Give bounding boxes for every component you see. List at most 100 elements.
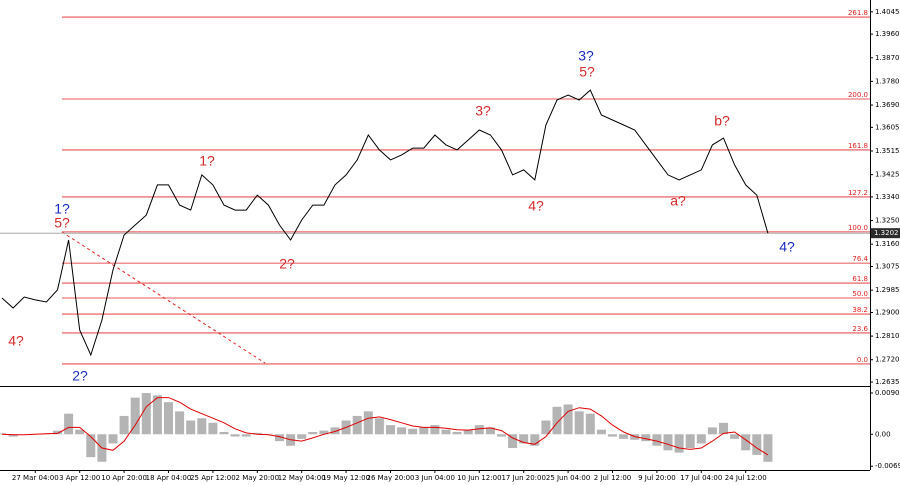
x-tick-label: 26 May 20:00 [366, 474, 414, 482]
histogram-bar [130, 397, 140, 435]
histogram-bar [175, 411, 185, 435]
wave-label: 4? [528, 198, 544, 214]
histogram-bar [552, 406, 562, 435]
x-tick-label: 3 Jun 04:00 [415, 474, 455, 482]
signal-line [1, 397, 769, 456]
histogram-bar [352, 415, 362, 435]
histogram-bar [596, 429, 606, 435]
y-tick-label: 1.2900 [875, 308, 900, 316]
histogram-bar [530, 434, 540, 446]
histogram-bar [696, 434, 706, 444]
x-tick-label: 2 May 20:00 [236, 474, 280, 482]
histogram-bar [297, 434, 307, 439]
histogram-bar [574, 411, 584, 435]
histogram-bar [308, 431, 318, 435]
wave-label: 3? [578, 48, 594, 64]
wave-label: 3? [475, 103, 491, 119]
histogram-bar [164, 402, 173, 435]
x-tick-label: 2 Jul 12:00 [594, 474, 632, 482]
wave-label: 2? [279, 256, 295, 272]
histogram-bar [519, 434, 529, 444]
y-tick-label: 1.2810 [875, 332, 900, 340]
y-tick-label: 1.2635 [875, 378, 900, 386]
y-tick-label: 1.3605 [875, 123, 900, 131]
y-tick-label: 1.3075 [875, 263, 900, 271]
fib-label: 76.4 [852, 255, 868, 263]
histogram-bar [8, 434, 18, 437]
histogram-bar [652, 434, 662, 446]
histogram-bar [474, 425, 484, 435]
fib-label: 100.0 [848, 224, 868, 232]
y-tick-label: 0.00 [875, 430, 891, 438]
histogram-bar [763, 434, 773, 462]
histogram-bar [707, 427, 717, 435]
x-tick-label: 10 Apr 20:00 [101, 474, 147, 482]
histogram-bar [685, 434, 695, 449]
histogram-bar [752, 434, 762, 455]
fib-label: 38.2 [852, 306, 868, 314]
histogram-bar [219, 431, 229, 435]
histogram-bar [497, 434, 506, 437]
y-tick-label: 1.3690 [875, 101, 900, 109]
histogram-bar [741, 434, 751, 451]
histogram-bar [674, 434, 684, 453]
y-tick-label: 1.3340 [875, 193, 900, 201]
histogram-bar [419, 427, 429, 435]
x-tick-label: 12 May 04:00 [278, 474, 326, 482]
y-tick-label: 1.3160 [875, 240, 900, 248]
fib-label: 0.0 [857, 356, 868, 364]
histogram-bar [641, 434, 651, 442]
histogram-bar [275, 434, 284, 442]
histogram-bar [563, 404, 573, 435]
histogram-bar [730, 434, 740, 439]
fib-label: 161.8 [848, 142, 868, 150]
histogram-bar [608, 434, 617, 437]
wave-label: a? [670, 193, 686, 209]
histogram-bar [53, 430, 62, 435]
x-tick-label: 18 Apr 04:00 [146, 474, 192, 482]
wave-label: 1? [199, 153, 215, 169]
histogram-bar [241, 434, 251, 437]
histogram-bar [441, 429, 451, 435]
current-price-label: 1.3202 [874, 229, 899, 237]
fib-label: 61.8 [852, 275, 868, 283]
histogram-bar [430, 425, 440, 435]
histogram-bar [152, 395, 162, 435]
x-tick-label: 27 Mar 04:00 [12, 474, 59, 482]
histogram-bar [541, 420, 551, 435]
histogram-bar [452, 431, 462, 435]
histogram-bar [397, 427, 407, 435]
histogram-bar [230, 434, 240, 437]
price-series [1, 89, 769, 357]
fib-label: 127.2 [848, 189, 868, 197]
histogram-bar [386, 425, 395, 435]
histogram-bar [186, 420, 196, 435]
y-tick-label: 1.4045 [875, 8, 900, 16]
histogram-bar [0, 433, 7, 435]
x-tick-label: 17 Jul 04:00 [680, 474, 722, 482]
y-tick-label: 1.3250 [875, 217, 900, 225]
histogram-bar [119, 415, 129, 435]
histogram-bar [319, 430, 329, 435]
wave-label: 4? [8, 333, 24, 349]
histogram-bar [374, 418, 384, 435]
wave-label: 5? [579, 64, 595, 80]
fib-label: 261.8 [848, 9, 868, 17]
histogram-bar [408, 428, 418, 435]
wave-label: 4? [779, 239, 795, 255]
current-price-box [871, 228, 900, 239]
x-tick-label: 17 Jun 20:00 [501, 474, 545, 482]
wave-label: 5? [54, 215, 70, 231]
trend-line [61, 231, 266, 364]
x-tick-label: 9 Jul 20:00 [638, 474, 676, 482]
histogram-bar [64, 413, 74, 435]
wave-label: 2? [72, 368, 88, 384]
histogram-bar [197, 418, 207, 435]
histogram-bar [485, 427, 495, 435]
histogram-bar [208, 422, 218, 435]
y-tick-label: 1.3425 [875, 171, 900, 179]
x-tick-label: 25 Apr 12:00 [190, 474, 236, 482]
y-tick-label: 1.3960 [875, 30, 900, 38]
y-tick-label: -0.00697 [875, 462, 900, 470]
